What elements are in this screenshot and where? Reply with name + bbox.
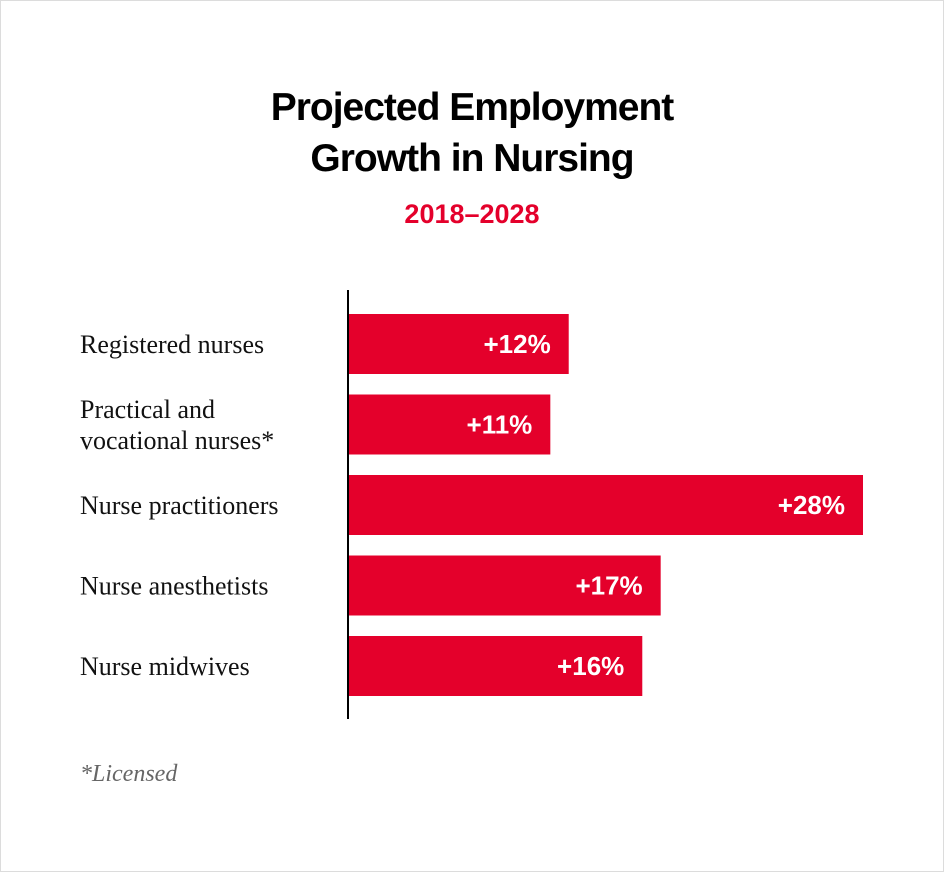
- footnote: *Licensed: [80, 761, 178, 787]
- chart-title-line-1: Projected Employment: [270, 86, 675, 129]
- bar-value-label-1: +11%: [467, 410, 533, 440]
- bar-value-label-3: +17%: [575, 571, 642, 601]
- bar-2: [348, 475, 863, 535]
- bar-value-label-2: +28%: [778, 490, 845, 520]
- bar-1: [348, 394, 551, 455]
- category-label-1-line-1: vocational nurses*: [80, 426, 274, 455]
- bar-4: [348, 636, 643, 696]
- bar-0: [348, 314, 569, 374]
- bar-value-label-0: +12%: [483, 329, 550, 359]
- chart-subtitle: 2018–2028: [404, 199, 540, 229]
- category-label-4: Nurse midwives: [80, 652, 250, 681]
- category-label-0: Registered nurses: [80, 330, 264, 359]
- chart-title: Projected Employment Growth in Nursing: [0, 82, 944, 184]
- category-label-2: Nurse practitioners: [80, 491, 279, 520]
- category-label-3: Nurse anesthetists: [80, 572, 268, 601]
- bar-value-label-4: +16%: [557, 651, 624, 681]
- category-label-1-line-0: Practical and: [80, 395, 215, 424]
- bar-3: [348, 555, 661, 616]
- chart-title-line-2: Growth in Nursing: [310, 137, 634, 180]
